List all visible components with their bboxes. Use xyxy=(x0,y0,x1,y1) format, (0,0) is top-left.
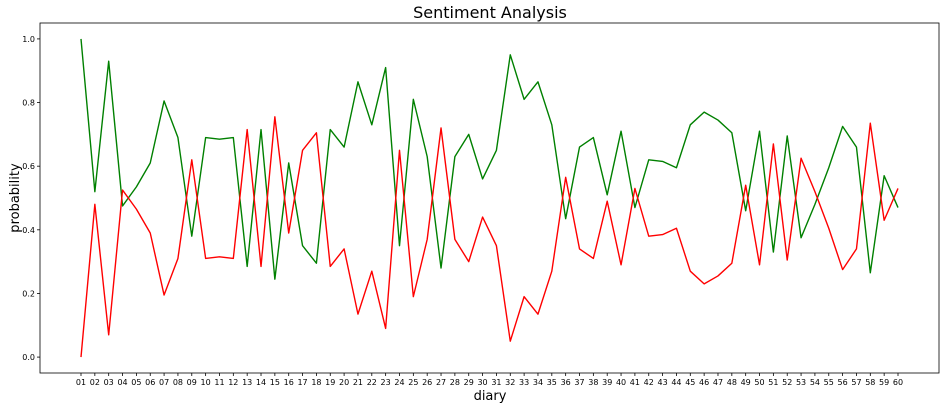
x-tick-label: 18 xyxy=(311,378,321,387)
y-tick-label: 0.6 xyxy=(22,162,35,171)
x-tick-label: 09 xyxy=(187,378,197,387)
x-tick-label: 07 xyxy=(159,378,169,387)
x-tick-label: 12 xyxy=(228,378,238,387)
y-tick-label: 0.0 xyxy=(22,353,35,362)
x-tick-label: 38 xyxy=(588,378,598,387)
y-tick-label: 0.4 xyxy=(22,226,35,235)
x-tick-label: 60 xyxy=(893,378,903,387)
x-tick-label: 53 xyxy=(796,378,806,387)
x-tick-label: 30 xyxy=(477,378,487,387)
x-tick-label: 42 xyxy=(644,378,654,387)
x-tick-label: 16 xyxy=(284,378,294,387)
x-tick-label: 26 xyxy=(422,378,432,387)
y-tick-label: 0.8 xyxy=(22,99,35,108)
x-tick-label: 08 xyxy=(173,378,183,387)
y-axis-title: probability xyxy=(8,163,23,233)
x-tick-label: 45 xyxy=(685,378,695,387)
x-tick-label: 56 xyxy=(838,378,848,387)
x-tick-label: 28 xyxy=(450,378,460,387)
x-tick-label: 52 xyxy=(782,378,792,387)
x-tick-label: 50 xyxy=(754,378,764,387)
x-tick-label: 21 xyxy=(353,378,363,387)
x-tick-label: 02 xyxy=(90,378,100,387)
x-tick-label: 15 xyxy=(270,378,280,387)
x-tick-label: 43 xyxy=(657,378,667,387)
x-tick-label: 11 xyxy=(214,378,224,387)
x-tick-label: 24 xyxy=(394,378,404,387)
x-tick-label: 33 xyxy=(519,378,529,387)
x-tick-label: 34 xyxy=(533,378,543,387)
x-tick-label: 36 xyxy=(561,378,571,387)
x-tick-label: 25 xyxy=(408,378,418,387)
x-tick-label: 22 xyxy=(367,378,377,387)
x-tick-label: 23 xyxy=(381,378,391,387)
x-tick-label: 20 xyxy=(339,378,349,387)
x-tick-label: 29 xyxy=(464,378,474,387)
x-tick-label: 27 xyxy=(436,378,446,387)
x-tick-label: 44 xyxy=(671,378,681,387)
x-tick-label: 13 xyxy=(242,378,252,387)
x-tick-label: 48 xyxy=(727,378,737,387)
chart-title: Sentiment Analysis xyxy=(413,3,567,22)
series-line-2 xyxy=(80,116,899,358)
x-tick-label: 58 xyxy=(865,378,875,387)
x-tick-label: 32 xyxy=(505,378,515,387)
x-tick-label: 05 xyxy=(131,378,141,387)
x-tick-label: 47 xyxy=(713,378,723,387)
plot-area xyxy=(39,22,940,374)
x-tick-label: 49 xyxy=(741,378,751,387)
x-tick-label: 03 xyxy=(104,378,114,387)
x-tick-label: 01 xyxy=(76,378,86,387)
x-axis-title: diary xyxy=(474,389,507,404)
x-tick-label: 04 xyxy=(117,378,127,387)
x-tick-label: 14 xyxy=(256,378,266,387)
series-line-1 xyxy=(80,38,899,280)
y-axis: 0.0 0.2 0.4 0.6 0.8 1.0 xyxy=(22,35,40,362)
x-axis: 01 02 03 04 05 06 07 08 09 10 11 12 13 14 15 16 17 18 19 20… xyxy=(76,373,903,387)
x-tick-label: 59 xyxy=(879,378,889,387)
x-tick-label: 37 xyxy=(574,378,584,387)
x-tick-label: 51 xyxy=(768,378,778,387)
x-tick-label: 31 xyxy=(491,378,501,387)
x-tick-label: 10 xyxy=(201,378,211,387)
x-tick-label: 41 xyxy=(630,378,640,387)
series-layer xyxy=(80,38,899,358)
x-tick-label: 19 xyxy=(325,378,335,387)
x-tick-label: 46 xyxy=(699,378,709,387)
x-tick-label: 57 xyxy=(851,378,861,387)
y-tick-label: 1.0 xyxy=(22,35,35,44)
y-tick-label: 0.2 xyxy=(22,289,35,298)
x-tick-label: 17 xyxy=(297,378,307,387)
x-tick-label: 39 xyxy=(602,378,612,387)
x-tick-label: 54 xyxy=(810,378,820,387)
x-tick-label: 55 xyxy=(824,378,834,387)
x-tick-label: 35 xyxy=(547,378,557,387)
x-tick-label: 40 xyxy=(616,378,626,387)
x-tick-label: 06 xyxy=(145,378,155,387)
